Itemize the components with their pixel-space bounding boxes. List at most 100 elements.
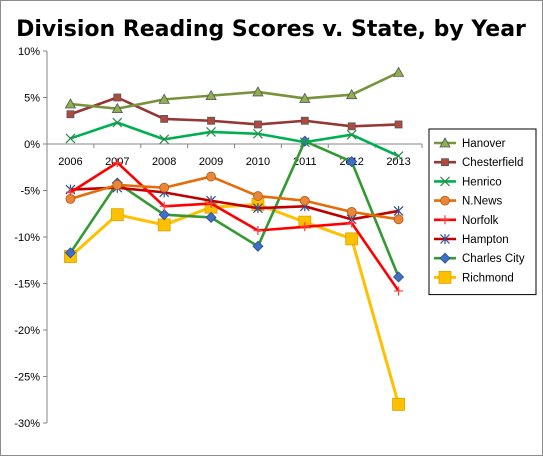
legend-item-hampton: Hampton [434,234,509,246]
data-point-hampton [393,205,404,216]
x-tick-label: 2011 [293,156,317,168]
legend-item-n-news: N.News [434,196,503,208]
data-point-hanover [205,89,217,101]
data-point-henrico [253,128,263,139]
data-point-charles-city [205,211,217,224]
x-tick-label: 2010 [246,156,270,168]
data-point-hanover [64,98,77,109]
data-point-henrico [65,133,76,144]
data-point-n-news [159,182,170,193]
legend-label: Charles City [462,253,525,265]
data-point-chesterfield [300,116,309,125]
y-tick-label: 10% [18,46,40,58]
data-point-henrico [346,129,357,140]
legend-marker [440,215,450,225]
data-point-n-news [65,193,76,204]
legend-item-richmond: Richmond [434,270,514,284]
legend-marker [439,252,451,264]
data-point-henrico [299,137,310,148]
legend-item-henrico: Henrico [434,176,502,188]
data-point-henrico [112,117,123,128]
series-richmond [64,198,405,411]
data-point-n-news [393,214,404,225]
data-point-richmond [157,218,171,232]
series-line-n-news [70,175,399,221]
data-point-richmond [110,208,124,222]
data-point-norfolk [159,201,169,211]
legend-marker [440,195,450,206]
y-tick-label: 5% [24,93,40,105]
legend-label: Norfolk [462,215,499,227]
legend-marker [440,176,450,187]
data-point-norfolk [347,218,357,228]
series-layer [64,66,405,411]
legend-item-norfolk: Norfolk [434,215,499,227]
data-point-henrico [159,134,170,145]
y-tick-label: -30% [14,418,40,430]
data-point-chesterfield [160,114,169,123]
y-tick-label: -5% [20,186,40,198]
legend-label: Henrico [462,176,502,188]
data-point-hampton [253,203,263,214]
series-chesterfield [66,93,403,131]
data-point-charles-city [158,209,170,221]
data-point-norfolk [394,286,404,296]
y-tick-label: -15% [14,279,40,291]
data-point-hanover [252,86,264,97]
data-point-n-news [253,191,263,201]
legend-item-charles-city: Charles City [434,252,525,265]
y-tick-label: -10% [14,232,40,244]
x-tick-label: 2008 [152,156,176,168]
series-hanover [64,66,405,114]
data-point-norfolk [253,225,263,235]
data-point-n-news [112,180,123,190]
y-tick-label: -20% [14,325,40,337]
data-point-hanover [392,66,405,77]
data-point-henrico [393,151,404,162]
data-point-n-news [206,171,216,182]
legend-label: N.News [462,196,503,208]
data-point-chesterfield [207,116,215,125]
data-point-chesterfield [394,120,403,129]
series-line-hanover [70,71,400,110]
x-tick-label: 2006 [58,156,82,168]
series-line-henrico [70,121,400,158]
data-point-richmond [392,397,405,411]
data-point-charles-city [346,156,358,168]
y-tick-label: 0% [24,139,40,151]
series-line-hampton [70,186,399,221]
data-point-chesterfield [66,110,75,119]
legend: Hanover Chesterfield Henrico N.News Norfolk H… [428,128,537,296]
series-line-norfolk [69,161,400,292]
series-line-chesterfield [70,96,399,128]
legend-item-chesterfield: Chesterfield [434,157,523,169]
legend-marker [439,137,451,148]
legend-marker [441,158,449,167]
legend-label: Richmond [462,272,514,284]
x-tick-label: 2013 [386,156,410,168]
data-point-richmond [345,232,359,246]
data-point-chesterfield [113,93,122,102]
data-point-chesterfield [254,120,262,129]
series-line-richmond [69,202,401,405]
legend-marker [438,270,452,284]
legend-label: Hampton [462,234,509,246]
data-point-hanover [111,102,123,114]
series-norfolk [65,158,404,296]
legend-box [428,128,537,296]
data-point-norfolk [206,199,216,209]
legend-label: Chesterfield [462,157,523,169]
data-point-charles-city [252,240,264,252]
series-henrico [65,117,404,162]
data-point-n-news [299,195,310,206]
data-point-charles-city [64,247,77,259]
data-point-norfolk [300,222,310,232]
data-point-hanover [346,88,358,100]
legend-label: Hanover [462,138,506,150]
chart-title: Division Reading Scores v. State, by Yea… [16,17,526,42]
legend-item-hanover: Hanover [434,137,506,150]
data-point-hanover [299,92,311,103]
legend-marker [440,234,450,244]
y-tick-label: -25% [14,372,40,384]
